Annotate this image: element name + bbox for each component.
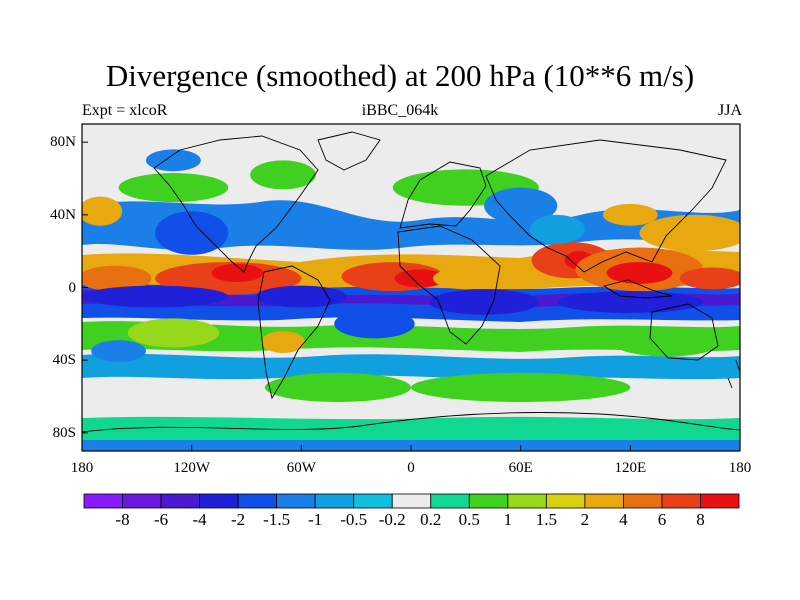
lon-tick-label-6: 180 bbox=[728, 460, 752, 476]
field-blob-12 bbox=[639, 214, 740, 252]
run-label: iBBC_064k bbox=[361, 102, 439, 119]
field-blob-2 bbox=[211, 263, 263, 283]
greenland-coast bbox=[317, 131, 381, 171]
africa-coast bbox=[397, 225, 501, 345]
colorbar-label-12: 2 bbox=[580, 510, 590, 529]
lat-tick-label-3: 40S bbox=[52, 352, 76, 369]
season-label: JJA bbox=[717, 102, 742, 119]
lat-tick-label-4: 80S bbox=[52, 424, 76, 441]
colorbar-label-13: 4 bbox=[619, 510, 628, 529]
colorbar-box-1 bbox=[122, 493, 162, 509]
lat-tick-label-1: 40N bbox=[50, 206, 76, 223]
colorbar-label-11: 1.5 bbox=[535, 510, 557, 529]
field-blob-24 bbox=[255, 285, 348, 308]
field-blobs bbox=[82, 149, 740, 402]
colorbar-box-11 bbox=[507, 493, 547, 509]
colorbar-box-0 bbox=[83, 493, 123, 509]
colorbar-label-14: 6 bbox=[657, 510, 667, 529]
axis-ticks bbox=[81, 141, 741, 451]
field-blob-6 bbox=[432, 267, 499, 290]
field-blob-10 bbox=[606, 262, 673, 284]
colorbar-box-5 bbox=[276, 493, 316, 509]
colorbar-box-13 bbox=[584, 493, 624, 509]
field-blob-13 bbox=[602, 203, 658, 226]
colorbar-label-8: 0.2 bbox=[420, 510, 442, 529]
field-blob-21 bbox=[118, 173, 229, 203]
asia-coast bbox=[485, 139, 727, 273]
colorbar-box-6 bbox=[314, 493, 355, 509]
field-blob-27 bbox=[334, 309, 415, 339]
field-blob-25 bbox=[429, 289, 539, 315]
colorbar-label-5: -1 bbox=[308, 510, 323, 529]
north-america-coast bbox=[153, 135, 319, 273]
colorbar-box-15 bbox=[661, 493, 701, 509]
lon-tick-label-4: 60E bbox=[508, 460, 533, 476]
colorbar bbox=[83, 493, 740, 509]
colorbar-box-12 bbox=[545, 493, 586, 509]
field-blob-0 bbox=[82, 265, 152, 292]
colorbar-label-10: 1 bbox=[503, 510, 513, 529]
colorbar-label-1: -6 bbox=[153, 510, 169, 529]
colorbar-label-9: 0.5 bbox=[458, 510, 480, 529]
colorbar-label-2: -4 bbox=[192, 510, 207, 529]
colorbar-label-7: -0.2 bbox=[378, 510, 406, 529]
colorbar-box-2 bbox=[160, 493, 200, 509]
lon-tick-label-1: 120W bbox=[173, 460, 210, 476]
field-blob-29 bbox=[145, 149, 201, 172]
field-blob-15 bbox=[261, 331, 305, 353]
field-blob-31 bbox=[529, 214, 585, 244]
lat-tick-label-2: 0 bbox=[68, 279, 77, 296]
field-blob-23 bbox=[82, 285, 229, 308]
field-blob-30 bbox=[484, 187, 558, 224]
colorbar-box-10 bbox=[468, 493, 509, 509]
sh-subtropical-divergence-band bbox=[82, 321, 740, 352]
antarctic-band bbox=[82, 398, 740, 416]
lon-tick-label-2: 60W bbox=[286, 460, 316, 476]
europe-coast bbox=[399, 161, 487, 229]
field-blob-11 bbox=[679, 267, 740, 290]
colorbar-box-8 bbox=[391, 493, 432, 509]
colorbar-label-6: -0.5 bbox=[340, 510, 368, 529]
field-blob-32 bbox=[91, 340, 146, 362]
colorbar-box-14 bbox=[623, 493, 663, 509]
indonesia-coast bbox=[602, 279, 673, 299]
field-blob-28 bbox=[155, 211, 229, 255]
colorbar-label-15: 8 bbox=[696, 510, 705, 529]
colorbar-box-16 bbox=[700, 493, 740, 509]
field-blob-18 bbox=[411, 372, 631, 402]
colorbar-box-4 bbox=[237, 493, 278, 509]
coastlines bbox=[82, 131, 740, 433]
lon-tick-label-5: 120E bbox=[614, 460, 647, 476]
field-blob-17 bbox=[264, 372, 411, 402]
field-blob-22 bbox=[250, 160, 316, 190]
lat-tick-label-0: 80N bbox=[50, 134, 76, 151]
field-blob-14 bbox=[82, 196, 123, 226]
antarctic-edge-band bbox=[82, 416, 740, 440]
australia-coast bbox=[649, 303, 719, 361]
new-zealand-coast bbox=[727, 359, 740, 389]
experiment-label: Expt = xlcoR bbox=[82, 102, 168, 119]
colorbar-label-0: -8 bbox=[115, 510, 130, 529]
colorbar-box-9 bbox=[430, 493, 470, 509]
south-america-coast bbox=[257, 265, 331, 400]
colorbar-label-4: -1.5 bbox=[263, 510, 291, 529]
field-blob-19 bbox=[612, 327, 722, 357]
plot-title: Divergence (smoothed) at 200 hPa (10**6 … bbox=[105, 58, 695, 93]
colorbar-box-7 bbox=[353, 493, 393, 509]
sh-midlat-convergence-band bbox=[82, 353, 740, 380]
field-blob-16 bbox=[127, 318, 220, 348]
lon-tick-label-0: 180 bbox=[70, 460, 94, 476]
colorbar-box-3 bbox=[199, 493, 239, 509]
field-layer bbox=[82, 124, 740, 451]
lon-tick-label-3: 0 bbox=[407, 460, 415, 476]
field-blob-26 bbox=[557, 291, 704, 313]
colorbar-label-3: -2 bbox=[231, 510, 246, 529]
antarctica-coast bbox=[82, 412, 740, 433]
